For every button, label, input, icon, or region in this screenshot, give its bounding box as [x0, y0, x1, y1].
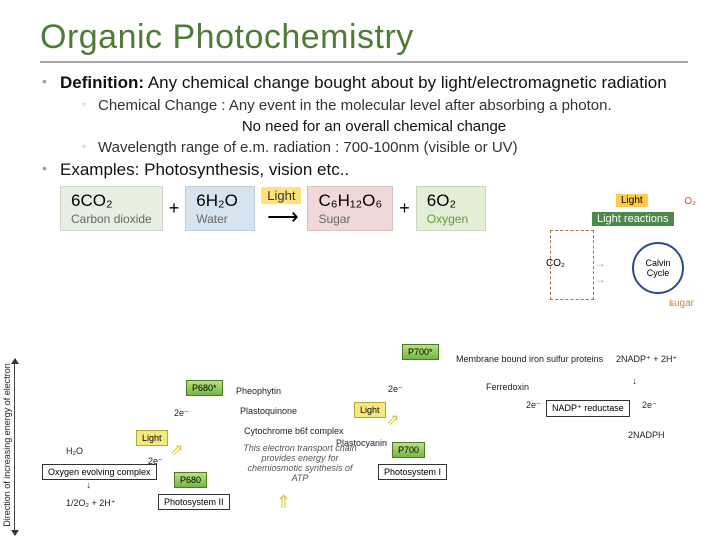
- compound-sugar: C₆H₁₂O₆ Sugar: [307, 186, 393, 231]
- pheo-label: Pheophytin: [236, 386, 281, 396]
- compound-h2o: 6H₂O Water: [185, 186, 255, 231]
- oec-box: Oxygen evolving complex: [42, 464, 157, 480]
- definition-label: Definition:: [60, 73, 144, 92]
- o2-h-label: 1/2O₂ + 2H⁺: [66, 498, 116, 509]
- two-e-label: 2e⁻: [388, 384, 403, 395]
- calvin-reactions-label: Light reactions: [592, 212, 674, 226]
- slide-title: Organic Photochemistry: [40, 18, 688, 63]
- nadp-reductase-box: NADP⁺ reductase: [546, 400, 630, 417]
- calvin-diagram: Light O₂ Light reactions CO₂ → → Calvin …: [546, 212, 694, 322]
- plus-2: +: [399, 198, 410, 219]
- p680s-box: P680*: [186, 380, 223, 396]
- no-change-note: No need for an overall chemical change: [60, 118, 688, 135]
- label-o2: Oxygen: [427, 213, 475, 227]
- light-box-1: Light: [136, 430, 168, 446]
- light-arrow-icon: ⇑: [276, 492, 291, 513]
- compound-co2: 6CO₂ Carbon dioxide: [60, 186, 163, 231]
- bullet-list: Definition: Any chemical change bought a…: [40, 73, 688, 180]
- light-arrow-icon: ⇗: [170, 440, 183, 460]
- nadp-in-label: 2NADP⁺ + 2H⁺: [616, 354, 677, 365]
- two-e-label: 2e⁻: [526, 400, 541, 411]
- cytb6f-label: Cytochrome b6f complex: [244, 426, 364, 436]
- energy-axis-label: Direction of increasing energy of electr…: [2, 360, 12, 530]
- ps2-box: Photosystem II: [158, 494, 230, 510]
- examples-text: Photosynthesis, vision etc..: [144, 160, 349, 179]
- light-box-2: Light: [354, 402, 386, 418]
- nadph-label: 2NADPH: [628, 430, 665, 440]
- energy-axis: [14, 362, 15, 532]
- calvin-cycle-circle: Calvin Cycle: [632, 242, 684, 294]
- label-h2o: Water: [196, 213, 244, 227]
- examples-label: Examples:: [60, 160, 139, 179]
- calvin-co2-label: CO₂: [546, 258, 565, 269]
- p700s-box: P700*: [402, 344, 439, 360]
- arrow-icon: ↓: [86, 480, 91, 491]
- arrow-icon: →: [594, 256, 606, 270]
- light-arrow-icon: ⇗: [386, 410, 399, 430]
- compound-o2: 6O₂ Oxygen: [416, 186, 486, 231]
- atp-note: This electron transport chain provides e…: [240, 444, 360, 484]
- two-e-label: 2e⁻: [148, 456, 163, 467]
- examples-bullet: Examples: Photosynthesis, vision etc..: [40, 160, 688, 180]
- definition-bullet: Definition: Any chemical change bought a…: [40, 73, 688, 156]
- formula-sugar: C₆H₁₂O₆: [318, 191, 382, 210]
- mbisp-label: Membrane bound iron sulfur proteins: [456, 354, 616, 364]
- arrow-icon: →: [594, 272, 606, 286]
- ps1-box: Photosystem I: [378, 464, 447, 480]
- chemical-change-bullet: Chemical Change : Any event in the molec…: [80, 97, 688, 114]
- formula-co2: 6CO₂: [71, 191, 113, 210]
- formula-o2: 6O₂: [427, 191, 456, 210]
- p700-box: P700: [392, 442, 425, 458]
- calvin-o2-label: O₂: [684, 196, 696, 207]
- fd-label: Ferredoxin: [486, 382, 529, 392]
- z-scheme-diagram: H₂O Oxygen evolving complex ↓ 1/2O₂ + 2H…: [36, 344, 696, 534]
- label-sugar: Sugar: [318, 213, 382, 227]
- formula-h2o: 6H₂O: [196, 191, 238, 210]
- wavelength-bullet: Wavelength range of e.m. radiation : 700…: [80, 139, 688, 156]
- calvin-sugar-label: sugar: [669, 298, 694, 309]
- light-label: Light: [261, 187, 301, 204]
- p680-box: P680: [174, 472, 207, 488]
- pc-label: Plastocyanin: [336, 438, 387, 448]
- label-co2: Carbon dioxide: [71, 213, 152, 227]
- two-e-label: 2e⁻: [174, 408, 189, 419]
- reaction-arrow-icon: ⟶: [267, 204, 296, 230]
- plus-1: +: [169, 198, 180, 219]
- definition-text: Any chemical change bought about by ligh…: [148, 73, 667, 92]
- calvin-light-label: Light: [616, 194, 648, 207]
- pq-label: Plastoquinone: [240, 406, 297, 416]
- h2o-label: H₂O: [66, 446, 83, 456]
- two-e-label: 2e⁻: [642, 400, 657, 411]
- arrow-icon: ↓: [632, 376, 637, 387]
